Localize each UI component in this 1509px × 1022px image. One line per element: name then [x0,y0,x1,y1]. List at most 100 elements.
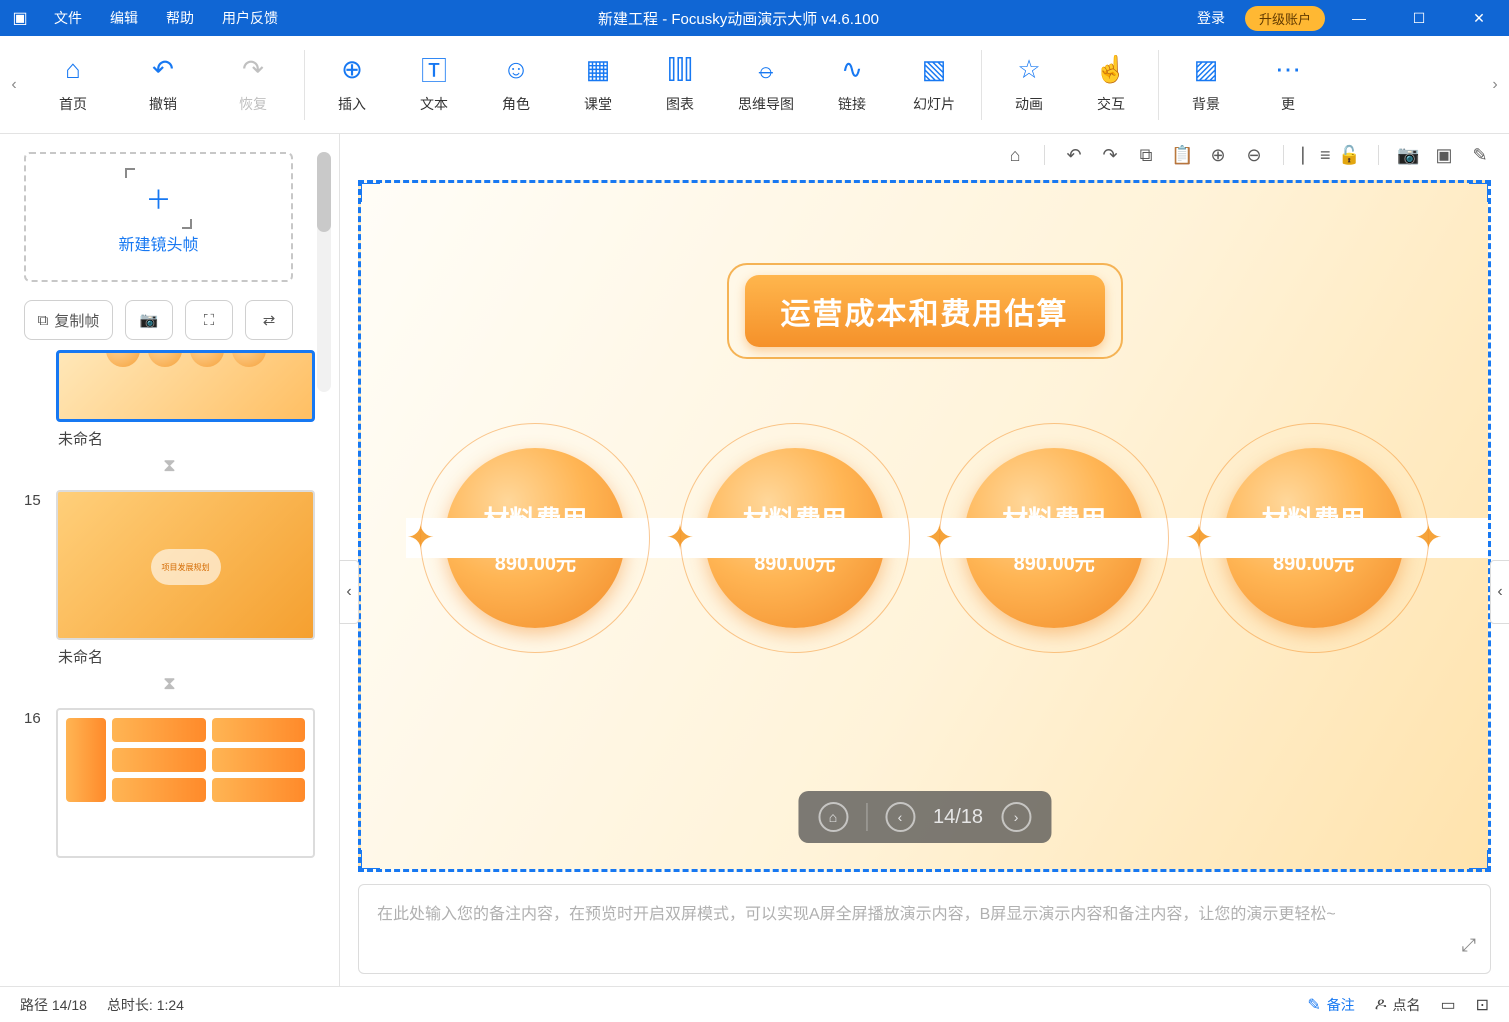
fullscreen-button[interactable]: ⛶ [185,300,233,340]
more-button[interactable]: ⋯更 [1247,36,1329,133]
zoom-in-icon[interactable]: ⊕ [1207,145,1229,166]
status-notes-button[interactable]: ✎ 备注 [1307,995,1354,1015]
status-notes-label: 备注 [1327,995,1355,1015]
transition-icon[interactable]: ⧗ [24,453,315,484]
notes-area[interactable]: 在此处输入您的备注内容，在预览时开启双屏模式，可以实现A屏全屏播放演示内容，B屏… [358,884,1491,974]
cost-circle-1[interactable]: ✦ 材料费用 890.00元 [420,423,650,653]
minimize-button[interactable]: — [1333,0,1385,36]
plus-icon: ＋ [145,180,171,217]
edit-icon[interactable]: ✎ [1469,145,1491,166]
login-link[interactable]: 登录 [1185,8,1237,28]
copy-icon[interactable]: ⧉ [1135,145,1157,166]
rotate-right-icon[interactable]: ↷ [1099,145,1121,166]
copy-frame-button[interactable]: ⧉ 复制帧 [24,300,113,340]
slide-16[interactable]: 16 [24,708,315,858]
paste-icon[interactable]: 📋 [1171,145,1193,166]
anim-label: 动画 [1015,94,1043,114]
slide-thumb-14[interactable] [56,350,315,422]
record-icon: ⊡ [1476,995,1489,1015]
status-sign-label: 点名 [1392,995,1420,1015]
status-bar: 路径 14/18 总时长: 1:24 ✎ 备注 ዶ 点名 ▭ ⊡ [0,986,1509,1022]
class-button[interactable]: ▦课堂 [557,36,639,133]
mindmap-button[interactable]: ⦵ 思维导图 [721,36,811,133]
status-sign-button[interactable]: ዶ 点名 [1375,995,1421,1015]
slide-thumb-16[interactable] [56,708,315,858]
swap-icon: ⇄ [263,311,276,329]
menu-file[interactable]: 文件 [40,0,96,36]
toolbar-scroll-right[interactable]: › [1481,36,1509,133]
cost-circle-3[interactable]: ✦ 材料费用 890.00元 [939,423,1169,653]
class-label: 课堂 [584,94,612,114]
chart-label: 图表 [666,94,694,114]
interact-label: 交互 [1097,94,1125,114]
rotate-left-icon[interactable]: ↶ [1063,145,1085,166]
interact-button[interactable]: ☝交互 [1070,36,1152,133]
slide-title[interactable]: 运营成本和费用估算 [745,275,1105,347]
camera-icon: 📷 [140,311,159,329]
anim-button[interactable]: ☆ 动画 [988,36,1070,133]
camera-button[interactable]: 📷 [125,300,173,340]
cost-circle-2[interactable]: ✦ 材料费用 890.00元 [680,423,910,653]
layers-icon[interactable]: ▣ [1433,145,1455,166]
collapse-left-handle[interactable]: ‹ [339,560,359,624]
scrollbar-thumb[interactable] [317,152,331,232]
toolbar-separator [1158,50,1159,120]
maximize-button[interactable]: ☐ [1393,0,1445,36]
mindmap-icon: ⦵ [755,56,777,84]
link-button[interactable]: ∿链接 [811,36,893,133]
main-area: ＋ 新建镜头帧 ⧉ 复制帧 📷 ⛶ ⇄ [0,134,1509,986]
zoom-out-icon[interactable]: ⊖ [1243,145,1265,166]
nav-next-button[interactable]: › [1001,802,1031,832]
transition-icon[interactable]: ⧗ [24,671,315,702]
more-label: 更 [1281,94,1295,114]
copy-frame-label: 复制帧 [54,310,99,331]
mindmap-label: 思维导图 [738,94,794,114]
toolbar-scroll-left[interactable]: ‹ [0,36,28,133]
close-button[interactable]: ✕ [1453,0,1505,36]
menu-feedback[interactable]: 用户反馈 [208,0,292,36]
cost-circle-4[interactable]: ✦ ✦ 材料费用 890.00元 [1199,423,1429,653]
new-frame-button[interactable]: ＋ 新建镜头帧 [24,152,293,282]
text-icon: 🅃 [421,56,447,84]
upgrade-button[interactable]: 升级账户 [1245,6,1325,31]
home-button[interactable]: ⌂ 首页 [28,36,118,133]
collapse-right-handle[interactable]: ‹ [1490,560,1509,624]
bg-button[interactable]: ▨背景 [1165,36,1247,133]
lock-icon[interactable]: 🔓 [1338,145,1360,166]
toolbar: ‹ ⌂ 首页 ↶ 撤销 ↷ 恢复 ⊕插入 🅃文本 ☺角色 ▦课堂 ⫿⫿⫿ 图表 ⦵… [0,36,1509,134]
insert-button[interactable]: ⊕插入 [311,36,393,133]
canvas[interactable]: 运营成本和费用估算 ✦ 材料费用 890.00元 ✦ [358,180,1491,872]
nav-prev-button[interactable]: ‹ [885,802,915,832]
chart-button[interactable]: ⫿⫿⫿ 图表 [639,36,721,133]
home-view-icon[interactable]: ⌂ [1004,145,1026,166]
role-button[interactable]: ☺角色 [475,36,557,133]
status-record-button[interactable]: ⊡ [1476,995,1489,1015]
star-icon: ☆ [1017,56,1040,84]
chart-icon: ⫿⫿⫿ [668,56,693,84]
slide-label: 幻灯片 [913,94,955,114]
slide-label: 未命名 [24,422,315,453]
snapshot-icon[interactable]: 📷 [1397,145,1419,166]
menu-help[interactable]: 帮助 [152,0,208,36]
fullscreen-icon: ⛶ [204,312,215,329]
toolbar-separator [304,50,305,120]
status-present-button[interactable]: ▭ [1440,995,1455,1015]
slide-thumb-15[interactable]: 项目发展规划 [56,490,315,640]
nav-home-button[interactable]: ⌂ [818,802,848,832]
undo-button[interactable]: ↶ 撤销 [118,36,208,133]
new-frame-label: 新建镜头帧 [118,231,198,255]
slide-label: 未命名 [24,640,315,671]
text-button[interactable]: 🅃文本 [393,36,475,133]
slide-number [24,350,48,352]
slide-button[interactable]: ▧幻灯片 [893,36,975,133]
person-icon: ዶ [1375,996,1387,1014]
person-icon: ☺ [503,56,530,84]
app-logo-icon: ▣ [0,8,40,28]
swap-button[interactable]: ⇄ [245,300,293,340]
slide-15[interactable]: 15 项目发展规划 未命名 ⧗ [24,490,315,702]
expand-notes-icon[interactable]: ⤢ [1462,930,1476,961]
slide-14[interactable]: 未命名 ⧗ [24,350,315,484]
redo-button[interactable]: ↷ 恢复 [208,36,298,133]
menu-edit[interactable]: 编辑 [96,0,152,36]
align-icon[interactable]: ⎸≡ [1302,145,1324,166]
